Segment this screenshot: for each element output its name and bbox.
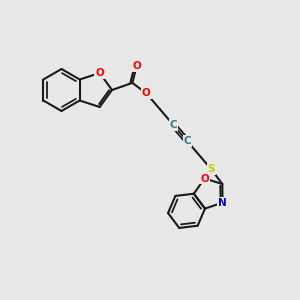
Text: O: O <box>95 68 104 78</box>
Text: C: C <box>170 120 177 130</box>
Text: N: N <box>218 198 227 208</box>
Text: O: O <box>200 173 209 184</box>
Text: C: C <box>183 136 191 146</box>
Text: S: S <box>207 164 215 174</box>
Text: O: O <box>132 61 141 71</box>
Text: O: O <box>142 88 151 98</box>
